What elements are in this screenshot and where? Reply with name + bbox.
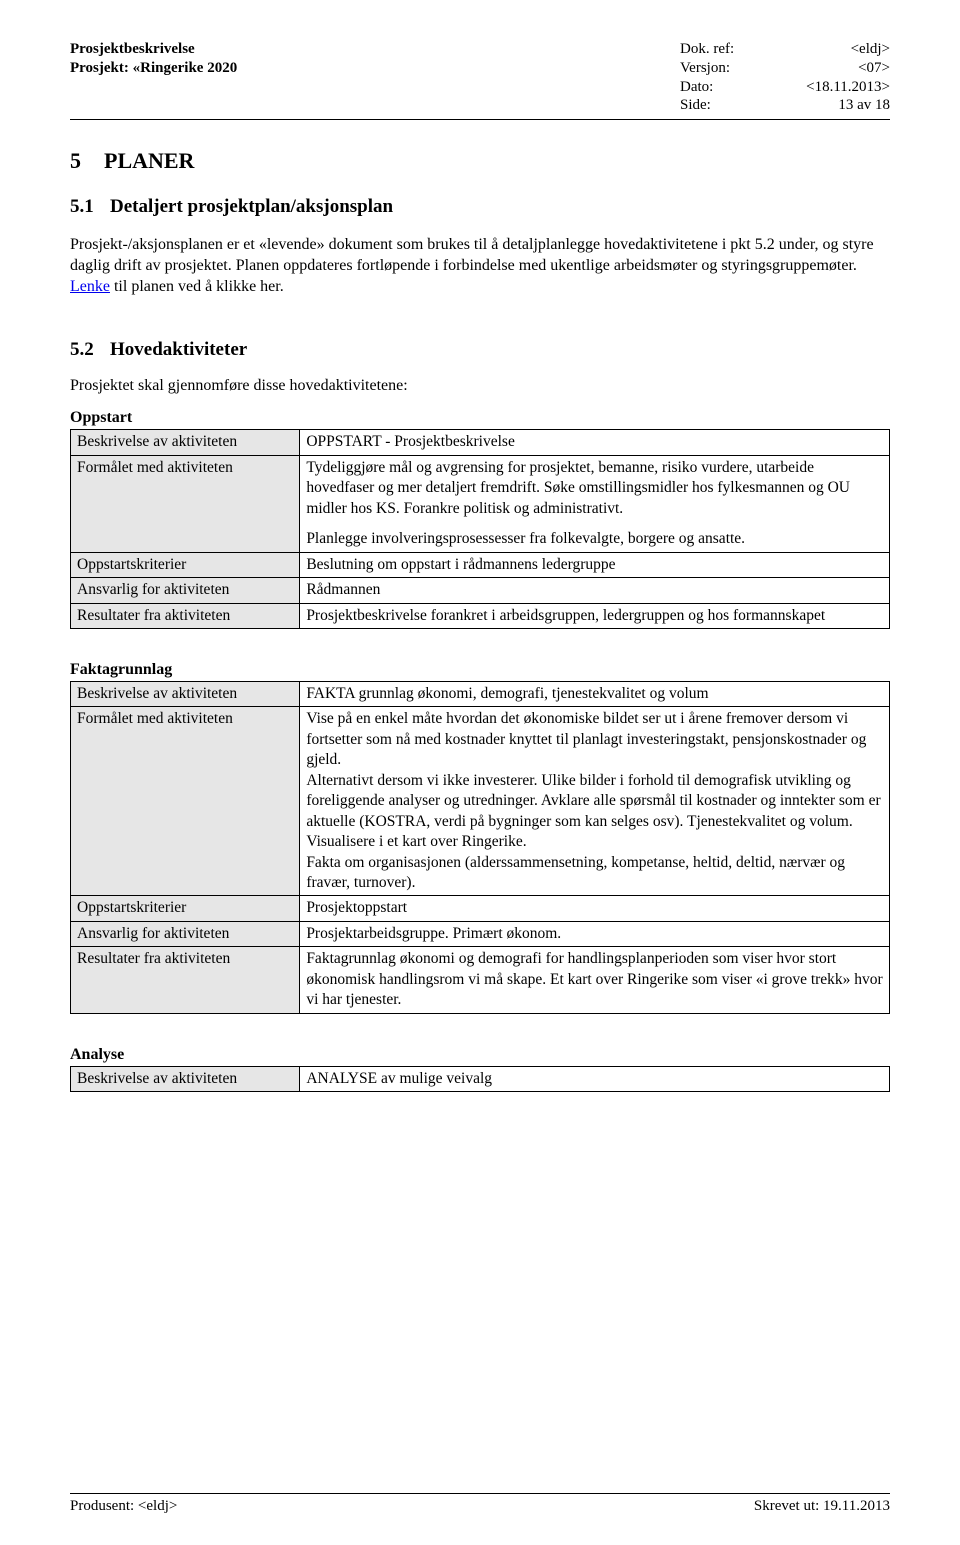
footer-right: Skrevet ut: 19.11.2013 <box>754 1498 890 1515</box>
table-row: Beskrivelse av aktiviteten FAKTA grunnla… <box>71 681 890 706</box>
footer-rule <box>70 1493 890 1494</box>
cell-paragraph: Fakta om organisasjonen (alderssammenset… <box>306 853 883 894</box>
header-meta-values: <eldj> <07> <18.11.2013> 13 av 18 <box>790 40 890 115</box>
cell-paragraph: Vise på en enkel måte hvordan det økonom… <box>306 709 883 770</box>
table-row: Resultater fra aktiviteten Prosjektbeskr… <box>71 603 890 628</box>
cell-value: Prosjektarbeidsgruppe. Primært økonom. <box>300 921 890 946</box>
doc-title: Prosjektbeskrivelse <box>70 40 680 59</box>
cell-value: OPPSTART - Prosjektbeskrivelse <box>300 430 890 455</box>
header-meta-labels: Dok. ref: Versjon: Dato: Side: <box>680 40 790 115</box>
cell-label: Oppstartskriterier <box>71 896 300 921</box>
table-title-faktagrunnlag: Faktagrunnlag <box>70 661 890 679</box>
table-row: Formålet med aktiviteten Vise på en enke… <box>71 707 890 896</box>
table-row: Oppstartskriterier Beslutning om oppstar… <box>71 552 890 577</box>
meta-label: Side: <box>680 96 790 115</box>
cell-paragraph: Tydeliggjøre mål og avgrensing for prosj… <box>306 458 883 519</box>
table-row: Resultater fra aktiviteten Faktagrunnlag… <box>71 947 890 1013</box>
cell-label: Formålet med aktiviteten <box>71 455 300 552</box>
heading-text: Hovedaktiviteter <box>110 339 247 360</box>
cell-label: Resultater fra aktiviteten <box>71 947 300 1013</box>
cell-value: Prosjektoppstart <box>300 896 890 921</box>
table-title-analyse: Analyse <box>70 1046 890 1064</box>
cell-value: Prosjektbeskrivelse forankret i arbeidsg… <box>300 603 890 628</box>
cell-value: Vise på en enkel måte hvordan det økonom… <box>300 707 890 896</box>
cell-value: ANALYSE av mulige veivalg <box>300 1066 890 1091</box>
cell-value: Rådmannen <box>300 578 890 603</box>
paragraph-text: Prosjekt-/aksjonsplanen er et «levende» … <box>70 236 874 274</box>
page-footer: Produsent: <eldj> Skrevet ut: 19.11.2013 <box>70 1493 890 1515</box>
heading-2: 5.2Hovedaktiviteter <box>70 339 890 361</box>
activity-table-faktagrunnlag: Beskrivelse av aktiviteten FAKTA grunnla… <box>70 681 890 1014</box>
header-rule <box>70 119 890 120</box>
header-left: Prosjektbeskrivelse Prosjekt: «Ringerike… <box>70 40 680 115</box>
heading-number: 5.1 <box>70 196 110 218</box>
meta-label: Dok. ref: <box>680 40 790 59</box>
cell-label: Beskrivelse av aktiviteten <box>71 1066 300 1091</box>
project-name: Prosjekt: «Ringerike 2020 <box>70 59 680 78</box>
heading-2: 5.1Detaljert prosjektplan/aksjonsplan <box>70 196 890 218</box>
cell-value: Faktagrunnlag økonomi og demografi for h… <box>300 947 890 1013</box>
cell-label: Ansvarlig for aktiviteten <box>71 921 300 946</box>
meta-value: 13 av 18 <box>790 96 890 115</box>
cell-label: Ansvarlig for aktiviteten <box>71 578 300 603</box>
meta-value: <18.11.2013> <box>790 78 890 97</box>
cell-value: FAKTA grunnlag økonomi, demografi, tjene… <box>300 681 890 706</box>
cell-label: Beskrivelse av aktiviteten <box>71 430 300 455</box>
cell-paragraph: Alternativt dersom vi ikke investerer. U… <box>306 771 883 853</box>
table-row: Oppstartskriterier Prosjektoppstart <box>71 896 890 921</box>
page: Prosjektbeskrivelse Prosjekt: «Ringerike… <box>0 0 960 1545</box>
table-row: Beskrivelse av aktiviteten ANALYSE av mu… <box>71 1066 890 1091</box>
table-row: Formålet med aktiviteten Tydeliggjøre må… <box>71 455 890 552</box>
table-row: Beskrivelse av aktiviteten OPPSTART - Pr… <box>71 430 890 455</box>
activity-table-analyse: Beskrivelse av aktiviteten ANALYSE av mu… <box>70 1066 890 1092</box>
paragraph-text: til planen ved å klikke her. <box>110 278 284 295</box>
cell-label: Beskrivelse av aktiviteten <box>71 681 300 706</box>
table-row: Ansvarlig for aktiviteten Prosjektarbeid… <box>71 921 890 946</box>
page-header: Prosjektbeskrivelse Prosjekt: «Ringerike… <box>70 40 890 115</box>
heading-text: PLANER <box>104 148 194 173</box>
meta-label: Dato: <box>680 78 790 97</box>
heading-number: 5.2 <box>70 339 110 361</box>
heading-text: Detaljert prosjektplan/aksjonsplan <box>110 196 393 217</box>
meta-label: Versjon: <box>680 59 790 78</box>
plan-link[interactable]: Lenke <box>70 278 110 295</box>
table-row: Ansvarlig for aktiviteten Rådmannen <box>71 578 890 603</box>
meta-value: <eldj> <box>790 40 890 59</box>
footer-left: Produsent: <eldj> <box>70 1498 177 1515</box>
intro-text: Prosjektet skal gjennomføre disse hoveda… <box>70 377 890 395</box>
table-title-oppstart: Oppstart <box>70 409 890 427</box>
cell-value: Tydeliggjøre mål og avgrensing for prosj… <box>300 455 890 552</box>
header-right: Dok. ref: Versjon: Dato: Side: <eldj> <0… <box>680 40 890 115</box>
cell-label: Formålet med aktiviteten <box>71 707 300 896</box>
paragraph: Prosjekt-/aksjonsplanen er et «levende» … <box>70 234 890 297</box>
footer-row: Produsent: <eldj> Skrevet ut: 19.11.2013 <box>70 1498 890 1515</box>
heading-number: 5 <box>70 148 104 174</box>
heading-1: 5PLANER <box>70 148 890 174</box>
cell-value: Beslutning om oppstart i rådmannens lede… <box>300 552 890 577</box>
cell-label: Resultater fra aktiviteten <box>71 603 300 628</box>
cell-paragraph: Planlegge involveringsprosessesser fra f… <box>306 529 883 549</box>
cell-label: Oppstartskriterier <box>71 552 300 577</box>
meta-value: <07> <box>790 59 890 78</box>
activity-table-oppstart: Beskrivelse av aktiviteten OPPSTART - Pr… <box>70 429 890 629</box>
